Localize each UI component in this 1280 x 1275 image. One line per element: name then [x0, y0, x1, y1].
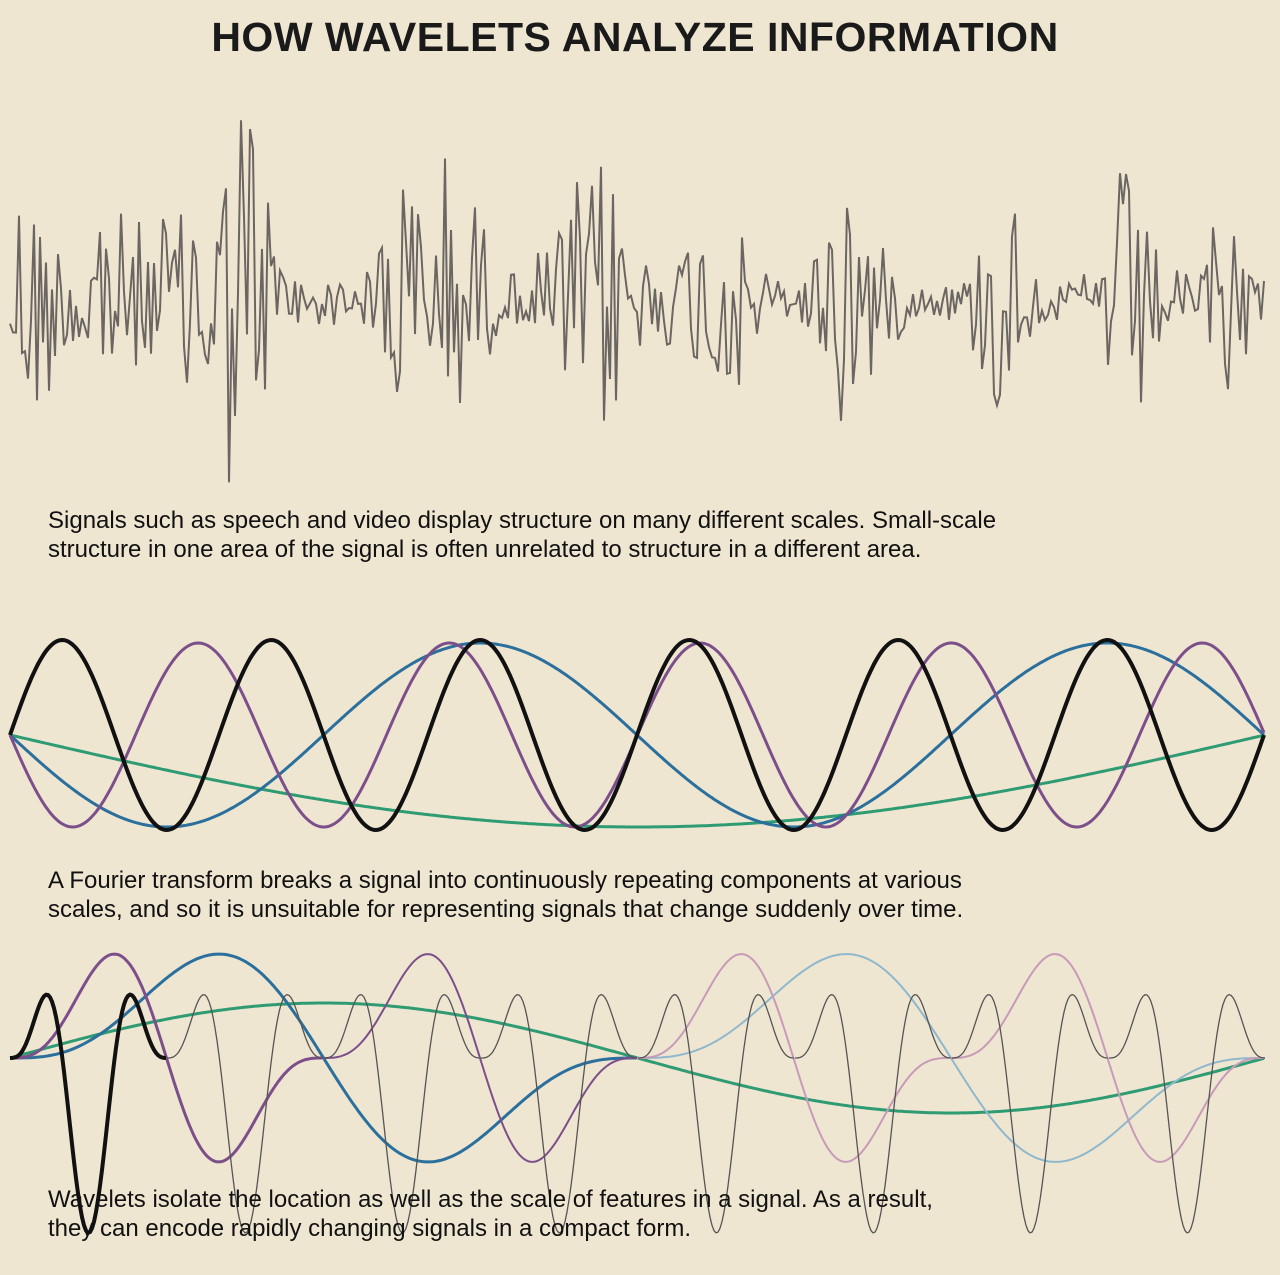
caption: A Fourier transform breaks a signal into…: [48, 866, 963, 924]
wavelet: [324, 993, 481, 1234]
wavelet: [952, 993, 1109, 1234]
wavelet: [795, 993, 952, 1234]
caption: Signals such as speech and video display…: [48, 506, 996, 564]
wavelet: [167, 993, 324, 1234]
fourier-wave: [9, 733, 1265, 829]
wavelet: [950, 953, 1264, 1163]
caption-line: Wavelets isolate the location as well as…: [48, 1186, 933, 1213]
caption-line: they can encode rapidly changing signals…: [48, 1215, 692, 1242]
fourier-wave: [8, 637, 1266, 833]
signal: [9, 120, 1265, 483]
wavelet: [10, 992, 167, 1236]
wavelet: [637, 953, 949, 1163]
caption-line: scales, and so it is unsuitable for repr…: [48, 896, 964, 923]
wavelet: [1109, 993, 1266, 1234]
caption-line: Signals such as speech and video display…: [48, 507, 997, 534]
wavelet: [481, 993, 638, 1234]
title: HOW WAVELETS ANALYZE INFORMATION: [211, 14, 1059, 60]
caption-line: A Fourier transform breaks a signal into…: [48, 867, 962, 894]
caption: Wavelets isolate the location as well as…: [48, 1185, 933, 1243]
caption-line: structure in one area of the signal is o…: [48, 536, 922, 563]
wavelet: [638, 993, 795, 1234]
